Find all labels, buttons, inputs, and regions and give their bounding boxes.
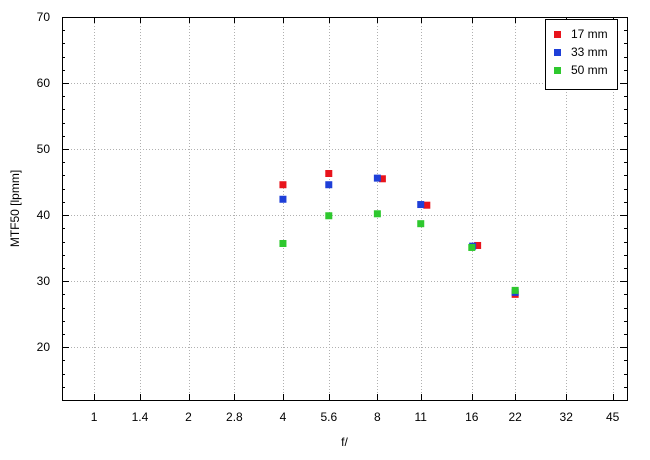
y-tick-label: 20: [37, 340, 51, 354]
legend-swatch: [554, 67, 561, 74]
data-point-33-mm: [417, 201, 425, 209]
grid: [62, 17, 627, 400]
axes: 1 1.4 2 2.8 4 5.6 8 11 16 22 32 45 20 30 40 50 60 70: [37, 10, 628, 424]
x-tick-label: 2.8: [226, 410, 243, 424]
data-point-50-mm: [373, 210, 381, 218]
x-tick-label: 32: [560, 410, 574, 424]
legend-label: 50 mm: [571, 63, 608, 77]
y-tick-label: 60: [37, 76, 51, 90]
data-point-33-mm: [373, 174, 381, 182]
legend-swatch: [554, 49, 561, 56]
legend-label: 17 mm: [571, 27, 608, 41]
data-point-50-mm: [417, 220, 425, 228]
y-tick-label: 30: [37, 274, 51, 288]
legend-label: 33 mm: [571, 45, 608, 59]
data-point-50-mm: [325, 212, 333, 220]
x-tick-label: 11: [415, 410, 428, 424]
legend: 17 mm 33 mm 50 mm: [545, 19, 618, 90]
x-tick-label: 4: [280, 410, 287, 424]
y-tick-label: 50: [37, 142, 51, 156]
x-axis-title: f/: [341, 435, 348, 449]
data-point-17-mm: [423, 201, 431, 209]
x-tick-label: 45: [606, 410, 620, 424]
x-tick-label: 1: [91, 410, 98, 424]
legend-swatch: [554, 31, 561, 38]
data-point-17-mm: [474, 241, 482, 249]
y-axis-title: MTF50 [lpmm]: [8, 170, 22, 247]
x-tick-label: 5.6: [320, 410, 337, 424]
y-tick-label: 40: [37, 208, 51, 222]
data-point-50-mm: [511, 286, 519, 294]
data-point-33-mm: [325, 181, 333, 189]
x-tick-label: 22: [508, 410, 522, 424]
x-tick-label: 16: [465, 410, 479, 424]
data-points: [279, 170, 519, 298]
y-tick-label: 70: [37, 10, 51, 24]
data-point-50-mm: [468, 243, 476, 251]
x-tick-label: 2: [185, 410, 192, 424]
data-point-17-mm: [279, 181, 287, 189]
x-tick-label: 8: [374, 410, 381, 424]
data-point-17-mm: [378, 175, 386, 183]
plot-frame: [62, 17, 628, 401]
data-point-17-mm: [325, 170, 333, 178]
data-point-50-mm: [279, 239, 287, 247]
data-point-33-mm: [279, 195, 287, 203]
x-tick-label: 1.4: [132, 410, 149, 424]
